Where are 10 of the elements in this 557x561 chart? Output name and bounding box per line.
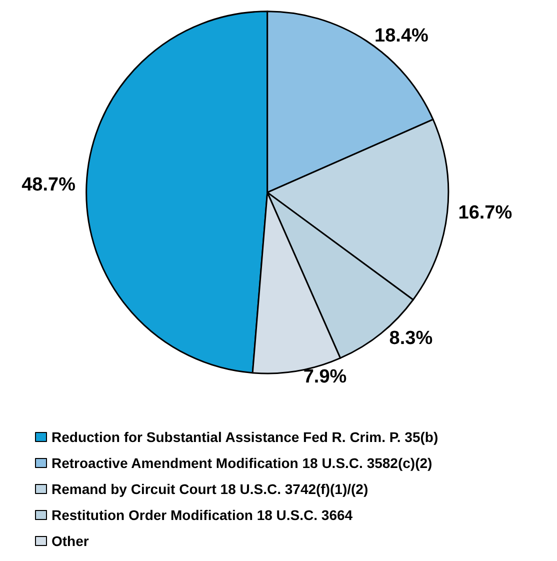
legend-label: Restitution Order Modification 18 U.S.C. 3664 xyxy=(52,507,353,523)
data-label: 18.4% xyxy=(374,25,429,46)
legend-label: Reduction for Substantial Assistance Fed R. Crim. P. 35(b) xyxy=(52,429,438,445)
legend-label: Remand by Circuit Court 18 U.S.C. 3742(f)(1)/(2) xyxy=(52,481,368,497)
data-label: 16.7% xyxy=(458,202,512,224)
legend-label: Retroactive Amendment Modification 18 U.S.C. 3582(c)(2) xyxy=(52,455,432,471)
data-label: 48.7% xyxy=(22,174,76,196)
legend-label: Other xyxy=(52,533,90,549)
data-label: 7.9% xyxy=(303,366,347,388)
data-label: 8.3% xyxy=(389,328,433,349)
